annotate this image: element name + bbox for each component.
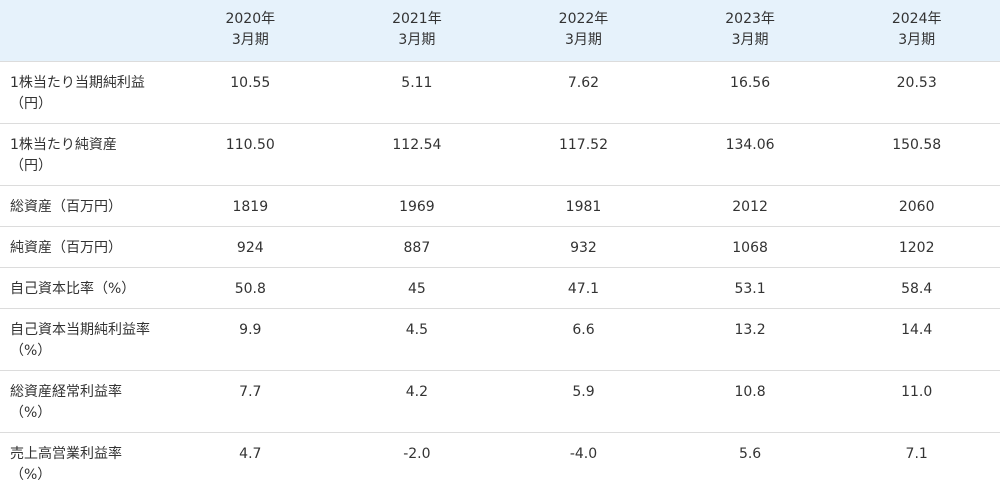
table-row: 1株当たり純資産 （円） 110.50 112.54 117.52 134.06… <box>0 123 1000 186</box>
table-cell: 150.58 <box>833 123 1000 186</box>
row-label-main: 1株当たり純資産 <box>10 136 117 153</box>
table-cell: 1969 <box>333 185 501 227</box>
table-cell: 20.53 <box>833 61 1000 124</box>
table-cell: 7.62 <box>500 61 667 124</box>
header-year-2024: 2024年 3月期 <box>833 0 1000 62</box>
table-cell: 10.8 <box>666 370 834 433</box>
row-label-main: 自己資本当期純利益率 <box>10 321 150 338</box>
table-cell: 2012 <box>666 185 834 227</box>
table-cell: 1068 <box>666 226 834 268</box>
header-period: 3月期 <box>565 32 602 49</box>
header-corner-cell <box>0 0 167 62</box>
row-label: 自己資本当期純利益率 （%） <box>0 308 167 371</box>
table-cell: 110.50 <box>167 123 334 186</box>
table-cell: 4.5 <box>333 308 501 371</box>
header-year: 2023年 <box>725 11 775 28</box>
header-year: 2020年 <box>225 11 276 28</box>
table-cell: 45 <box>333 267 501 309</box>
table-cell: 6.6 <box>500 308 667 371</box>
table-cell: -2.0 <box>403 445 431 462</box>
table-cell: 4.2 <box>333 370 501 433</box>
row-label-main: 1株当たり当期純利益 <box>10 74 145 91</box>
header-period: 3月期 <box>898 32 936 49</box>
table-row: 自己資本比率（%） 50.8 45 47.1 53.1 58.4 <box>0 267 1000 309</box>
table-cell: 1981 <box>500 185 667 227</box>
row-label-unit: （%） <box>10 404 52 421</box>
table-cell: 134.06 <box>666 123 834 186</box>
table-cell: 5.11 <box>333 61 501 124</box>
table-row: 総資産（百万円） 1819 1969 1981 2012 2060 <box>0 185 1000 227</box>
header-year: 2021年 <box>392 11 442 28</box>
table-row: 自己資本当期純利益率 （%） 9.9 4.5 6.6 13.2 14.4 <box>0 308 1000 371</box>
table-cell: 14.4 <box>833 308 1000 371</box>
table-cell: 7.7 <box>167 370 334 433</box>
row-label: 1株当たり当期純利益 （円） <box>0 61 167 124</box>
table-cell: 1819 <box>167 185 334 227</box>
header-year-2020: 2020年 3月期 <box>167 0 334 62</box>
table-cell: 13.2 <box>666 308 834 371</box>
row-label-main: 純資産（百万円） <box>10 239 122 256</box>
row-label-main: 自己資本比率（%） <box>10 280 136 297</box>
table-cell: 1202 <box>833 226 1000 268</box>
header-period: 3月期 <box>731 32 769 49</box>
header-year-2022: 2022年 3月期 <box>500 0 667 62</box>
table-cell: 53.1 <box>666 267 834 309</box>
header-year-2021: 2021年 3月期 <box>333 0 501 62</box>
row-label-unit: （%） <box>10 342 52 359</box>
table-row: 売上高営業利益率 （%） 4.7 -2.0 -4.0 5.6 7.1 <box>0 432 1000 494</box>
table-header-row: 2020年 3月期 2021年 3月期 2022年 3月期 2023年 3月期 … <box>0 0 1000 62</box>
row-label-unit: （円） <box>10 157 52 174</box>
table-row: 総資産経常利益率 （%） 7.7 4.2 5.9 10.8 11.0 <box>0 370 1000 433</box>
table-cell: 5.6 <box>738 445 762 462</box>
table-cell: 16.56 <box>666 61 834 124</box>
table-cell: 10.55 <box>167 61 334 124</box>
table-cell: 112.54 <box>333 123 501 186</box>
table-cell: 5.9 <box>500 370 667 433</box>
table-cell: 9.9 <box>167 308 334 371</box>
table-cell: 7.1 <box>905 445 928 462</box>
table-cell: 4.7 <box>239 445 262 462</box>
table-cell: 887 <box>333 226 501 268</box>
row-label: 自己資本比率（%） <box>0 267 167 309</box>
header-year-2023: 2023年 3月期 <box>666 0 834 62</box>
row-label-main: 総資産（百万円） <box>10 198 122 215</box>
table-cell: 2060 <box>833 185 1000 227</box>
row-label-unit: （%） <box>10 466 52 483</box>
row-label-main: 売上高営業利益率 <box>10 445 122 462</box>
row-label: 売上高営業利益率 （%） <box>0 432 167 494</box>
header-period: 3月期 <box>398 32 436 49</box>
table-cell: 47.1 <box>500 267 667 309</box>
table-cell: 117.52 <box>500 123 667 186</box>
table-cell: 932 <box>500 226 667 268</box>
header-period: 3月期 <box>231 32 269 49</box>
table-cell: 50.8 <box>167 267 334 309</box>
table-row: 1株当たり当期純利益 （円） 10.55 5.11 7.62 16.56 20.… <box>0 61 1000 124</box>
header-year: 2022年 <box>558 11 609 28</box>
table-cell: -4.0 <box>569 445 598 462</box>
row-label: 総資産経常利益率 （%） <box>0 370 167 433</box>
row-label-main: 総資産経常利益率 <box>10 383 122 400</box>
header-year: 2024年 <box>891 11 942 28</box>
row-label: 総資産（百万円） <box>0 185 167 227</box>
row-label-unit: （円） <box>10 95 52 112</box>
table-row: 純資産（百万円） 924 887 932 1068 1202 <box>0 226 1000 268</box>
table-cell: 58.4 <box>833 267 1000 309</box>
table-cell: 924 <box>167 226 334 268</box>
table-cell: 11.0 <box>833 370 1000 433</box>
row-label: 純資産（百万円） <box>0 226 167 268</box>
row-label: 1株当たり純資産 （円） <box>0 123 167 186</box>
